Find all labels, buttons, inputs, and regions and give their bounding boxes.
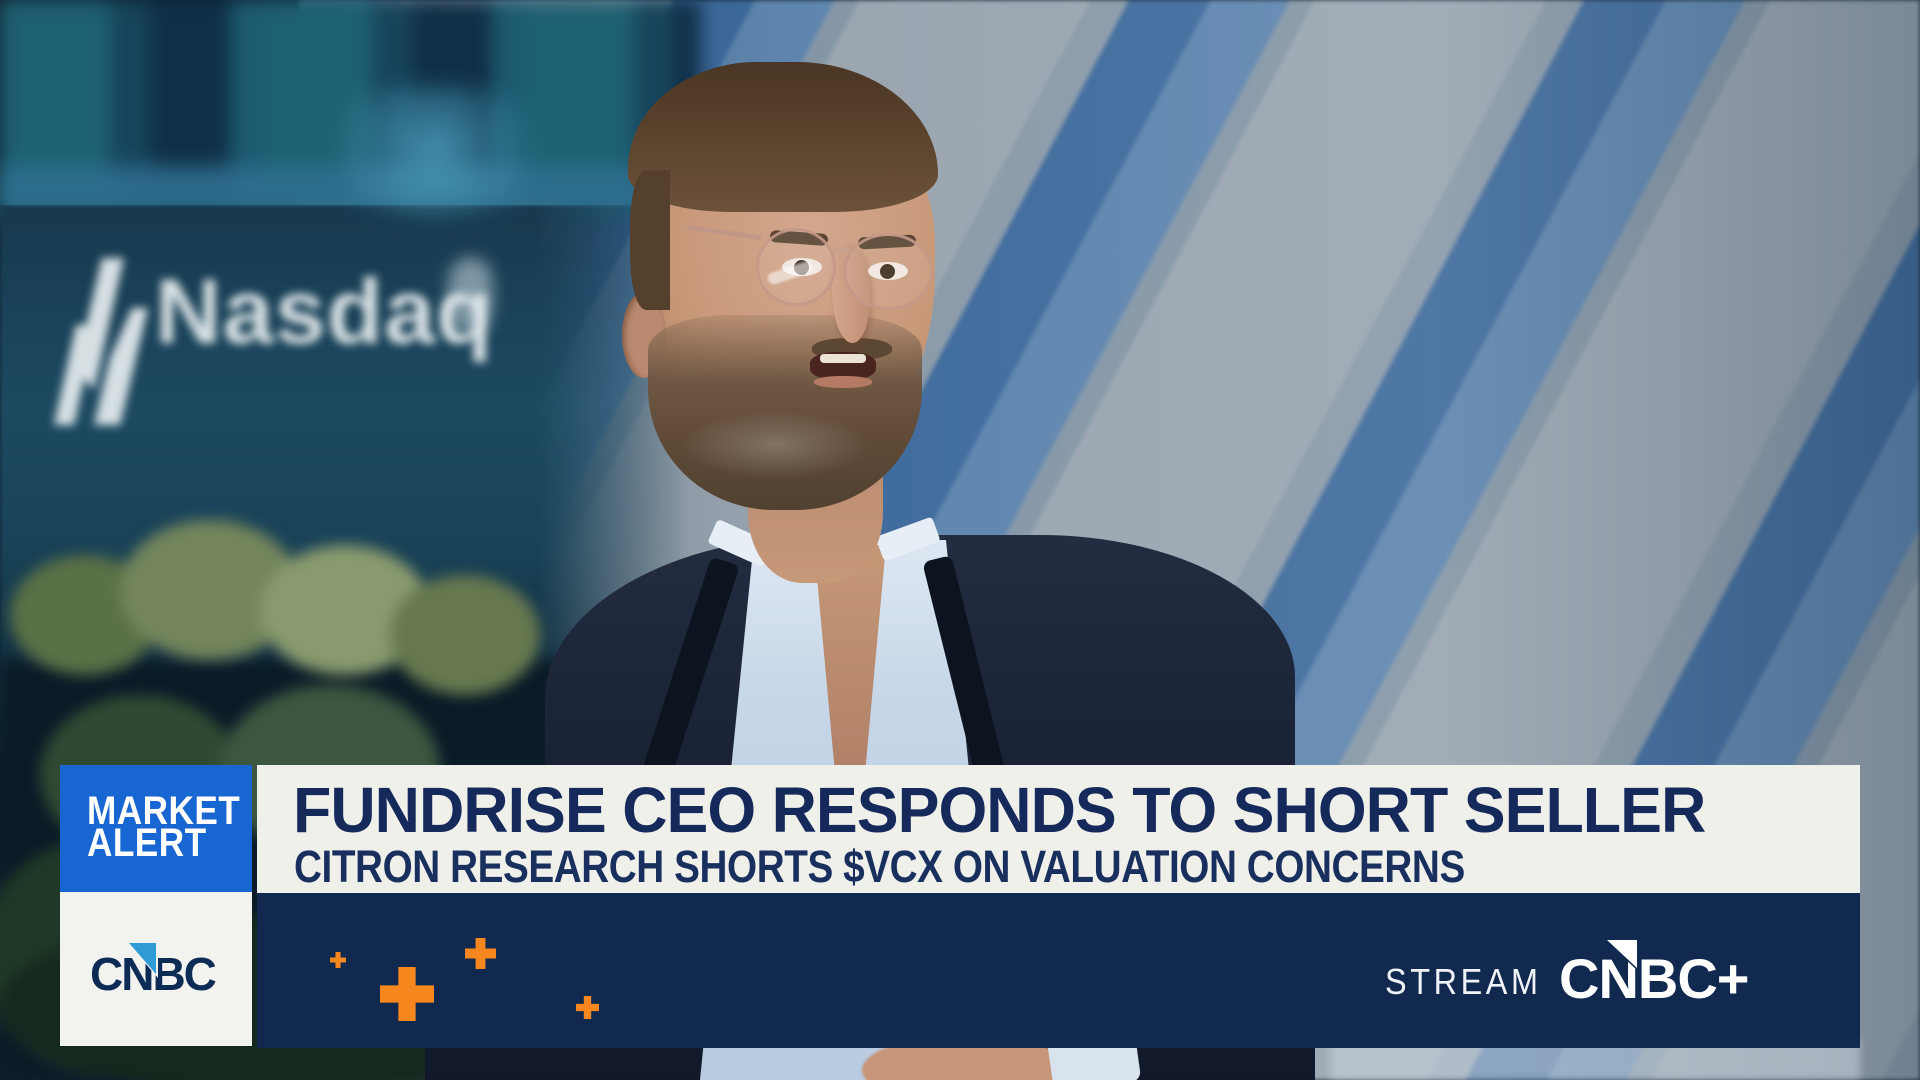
alert-line-1: MARKET [87, 789, 241, 833]
market-alert-badge: MARKET ALERT [60, 765, 252, 892]
glasses-lens-left [756, 228, 836, 306]
cnbc-logo-box: CNBC [60, 892, 252, 1046]
plus-icon [380, 967, 434, 1021]
cnbc-plus-wordmark: CNBC+ [1559, 947, 1749, 1010]
bottom-bar: STREAM CNBC+ [257, 893, 1860, 1048]
headline-banner: FUNDRISE CEO RESPONDS TO SHORT SELLER CI… [257, 765, 1860, 893]
plus-icon [330, 952, 346, 968]
plant-leaf [390, 575, 540, 695]
guest-sideburn [630, 170, 670, 310]
headline-text: FUNDRISE CEO RESPONDS TO SHORT SELLER [293, 774, 1706, 846]
nasdaq-swoosh-icon [54, 258, 148, 425]
subheadline-text: CITRON RESEARCH SHORTS $VCX ON VALUATION… [294, 841, 1465, 892]
glasses-lens-right [843, 233, 933, 310]
guest-beard-gray-patch [680, 410, 870, 480]
studio-screen-glyph [448, 258, 493, 333]
studio-screen-glow [300, 85, 570, 215]
alert-line-2: ALERT [87, 821, 207, 865]
nasdaq-wordmark: Nasdaq [155, 261, 494, 363]
guest-hair [628, 62, 938, 212]
guest-lip [814, 376, 872, 388]
plus-icon [576, 996, 599, 1019]
guest-teeth [820, 354, 866, 363]
plus-icon [465, 938, 496, 969]
stream-label: STREAM [1385, 961, 1542, 1002]
nasdaq-logo: Nasdaq [50, 240, 530, 440]
glasses-glint [766, 260, 814, 286]
